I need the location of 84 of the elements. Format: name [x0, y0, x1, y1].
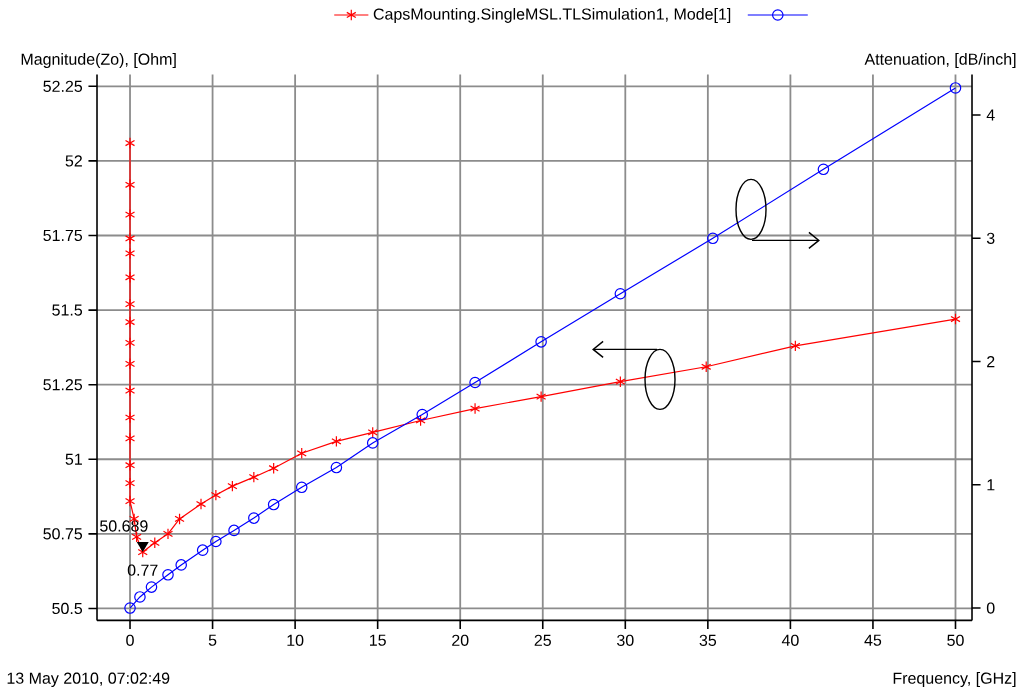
point: [124, 232, 136, 245]
annotation: 0.77: [127, 564, 158, 576]
text: 13 May 2010, 07:02:49: [7, 672, 170, 687]
point: [416, 408, 429, 421]
point: [210, 535, 222, 548]
point: [124, 247, 136, 260]
point: [248, 512, 260, 524]
point: [124, 477, 136, 489]
legend-label: CapsMounting.SingleMSL.TLSimulation1, Mode[1]: [373, 7, 731, 23]
x-tick-label: 50: [947, 634, 964, 646]
point: [469, 402, 481, 415]
point: [535, 335, 547, 348]
point: [149, 536, 160, 549]
x-tick-label: 0: [126, 634, 134, 646]
x-tick-label: 35: [699, 634, 717, 646]
point: [196, 544, 209, 556]
point: [124, 602, 136, 614]
point: [817, 163, 830, 175]
y-tick-label: 51.5: [52, 304, 83, 316]
point: [295, 481, 308, 493]
x-tick-label: 30: [617, 634, 634, 646]
x-tick-label: 10: [287, 634, 304, 646]
x-tick-label: 40: [781, 634, 799, 646]
y2-axis-title: Attenuation, [dB/inch]: [864, 52, 1016, 68]
point: [210, 489, 221, 501]
point: [536, 390, 547, 403]
point: [366, 436, 379, 449]
point: [228, 524, 240, 537]
y-tick-label: 52: [65, 155, 82, 167]
point: [615, 375, 626, 388]
point: [331, 435, 342, 447]
point: [124, 336, 136, 349]
point: [469, 376, 481, 389]
point: [124, 459, 136, 471]
point: [124, 316, 136, 328]
point: [124, 271, 136, 283]
point: [227, 480, 238, 492]
y2-tick-label: 0: [986, 602, 995, 614]
y-tick-label: 52.25: [43, 80, 83, 92]
point: [707, 232, 719, 244]
point: [134, 590, 146, 603]
point: [949, 81, 962, 94]
x-axis-title: Frequency, [GHz]: [893, 671, 1016, 687]
point: [124, 357, 136, 370]
point: [268, 462, 279, 474]
point: [267, 498, 280, 511]
point: [162, 527, 174, 540]
point: [950, 313, 961, 325]
point: [124, 137, 136, 149]
point: [175, 558, 187, 571]
y2-tick-label: 2: [987, 355, 995, 367]
point: [145, 581, 158, 593]
y2-tick-label: 4: [986, 109, 995, 121]
point: [248, 471, 259, 483]
point: [124, 432, 136, 444]
y-tick-label: 50.75: [43, 528, 83, 540]
point: [330, 461, 343, 474]
point: [296, 447, 307, 459]
x-tick-label: 5: [208, 634, 217, 646]
point: [124, 384, 136, 397]
x-tick-label: 20: [452, 634, 469, 646]
point: [701, 360, 712, 373]
point: [415, 414, 426, 427]
point: [124, 298, 136, 310]
point: [195, 498, 207, 510]
y-tick-label: 51.25: [43, 378, 83, 391]
point: [790, 339, 801, 352]
y-tick-label: 51: [65, 453, 82, 465]
point: [367, 426, 378, 439]
point: [124, 411, 136, 424]
y-tick-label: 50.5: [52, 602, 83, 614]
point: [174, 512, 185, 525]
x-tick-label: 45: [864, 634, 882, 646]
point: [124, 495, 136, 507]
y2-tick-label: 1: [987, 479, 995, 491]
y-axis-title: Magnitude(Zo), [Ohm]: [21, 52, 176, 68]
point: [614, 287, 627, 300]
y2-tick-label: 3: [986, 232, 995, 244]
x-tick-label: 25: [534, 634, 551, 646]
y-tick-label: 51.75: [43, 229, 83, 241]
point: [162, 568, 174, 581]
point: [124, 208, 136, 221]
point: [124, 178, 136, 191]
x-tick-label: 15: [369, 634, 386, 646]
